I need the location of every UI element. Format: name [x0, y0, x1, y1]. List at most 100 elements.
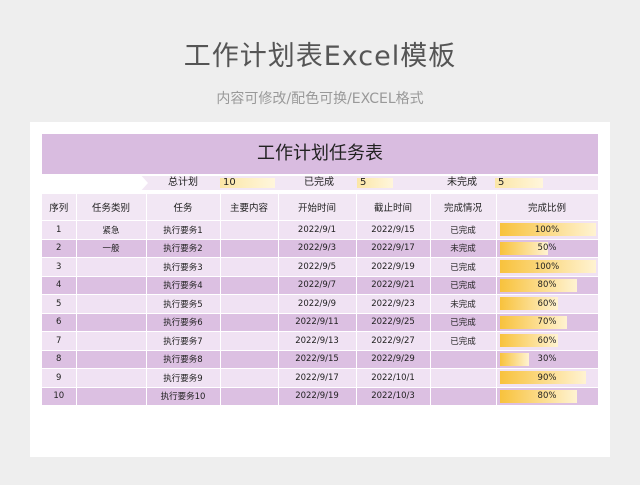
cell-status[interactable]: 已完成 — [430, 220, 497, 240]
cell-percent[interactable]: 60% — [496, 294, 599, 314]
cell-content[interactable] — [220, 313, 279, 332]
cell-status[interactable] — [430, 368, 497, 388]
cell-start[interactable]: 2022/9/7 — [278, 276, 357, 295]
cell-task[interactable]: 执行要务10 — [146, 387, 221, 406]
cell-task[interactable]: 执行要务5 — [146, 294, 221, 314]
cell-task[interactable]: 执行要务1 — [146, 220, 221, 240]
cell-content[interactable] — [220, 220, 279, 240]
cell-status[interactable] — [430, 387, 497, 406]
undone-label: 未完成 — [447, 177, 477, 188]
cell-status[interactable]: 已完成 — [430, 331, 497, 351]
cell-seq[interactable]: 5 — [42, 294, 77, 314]
cell-end[interactable]: 2022/9/27 — [356, 331, 431, 351]
cell-percent[interactable]: 60% — [496, 331, 599, 351]
cell-seq[interactable]: 10 — [42, 387, 77, 406]
cell-status[interactable]: 未完成 — [430, 239, 497, 258]
done-label: 已完成 — [304, 177, 334, 188]
cell-category[interactable]: 一般 — [76, 239, 147, 258]
cell-start[interactable]: 2022/9/15 — [278, 350, 357, 369]
cell-task[interactable]: 执行要务9 — [146, 368, 221, 388]
cell-percent[interactable]: 90% — [496, 368, 599, 388]
col-header-seq[interactable]: 序列 — [42, 194, 77, 221]
cell-seq[interactable]: 6 — [42, 313, 77, 332]
cell-start[interactable]: 2022/9/3 — [278, 239, 357, 258]
cell-start[interactable]: 2022/9/5 — [278, 257, 357, 277]
cell-seq[interactable]: 2 — [42, 239, 77, 258]
cell-percent[interactable]: 70% — [496, 313, 599, 332]
cell-seq[interactable]: 9 — [42, 368, 77, 388]
total-plan-value[interactable]: 10 — [220, 178, 275, 188]
cell-end[interactable]: 2022/9/15 — [356, 220, 431, 240]
cell-content[interactable] — [220, 257, 279, 277]
cell-category[interactable] — [76, 331, 147, 351]
cell-content[interactable] — [220, 350, 279, 369]
cell-start[interactable]: 2022/9/13 — [278, 331, 357, 351]
cell-category[interactable] — [76, 368, 147, 388]
cell-category[interactable] — [76, 387, 147, 406]
percent-text: 70% — [537, 317, 557, 328]
cell-status[interactable]: 未完成 — [430, 294, 497, 314]
cell-content[interactable] — [220, 239, 279, 258]
cell-seq[interactable]: 1 — [42, 220, 77, 240]
cell-end[interactable]: 2022/10/3 — [356, 387, 431, 406]
cell-percent[interactable]: 100% — [496, 220, 599, 240]
cell-status[interactable]: 已完成 — [430, 257, 497, 277]
cell-start[interactable]: 2022/9/11 — [278, 313, 357, 332]
cell-task[interactable]: 执行要务2 — [146, 239, 221, 258]
col-header-percent[interactable]: 完成比例 — [496, 194, 599, 221]
cell-category[interactable] — [76, 350, 147, 369]
cell-start[interactable]: 2022/9/1 — [278, 220, 357, 240]
cell-start[interactable]: 2022/9/9 — [278, 294, 357, 314]
cell-status[interactable]: 已完成 — [430, 276, 497, 295]
cell-seq[interactable]: 4 — [42, 276, 77, 295]
table-title[interactable]: 工作计划任务表 — [42, 134, 598, 174]
cell-end[interactable]: 2022/9/25 — [356, 313, 431, 332]
col-header-task[interactable]: 任务 — [146, 194, 221, 221]
col-header-status[interactable]: 完成情况 — [430, 194, 497, 221]
cell-task[interactable]: 执行要务7 — [146, 331, 221, 351]
cell-content[interactable] — [220, 331, 279, 351]
undone-value[interactable]: 5 — [495, 178, 543, 188]
cell-category[interactable] — [76, 313, 147, 332]
cell-end[interactable]: 2022/9/21 — [356, 276, 431, 295]
col-header-end[interactable]: 截止时间 — [356, 194, 431, 221]
header-row: 序列 任务类别 任务 主要内容 开始时间 截止时间 完成情况 完成比例 — [42, 194, 599, 221]
cell-content[interactable] — [220, 387, 279, 406]
cell-percent[interactable]: 50% — [496, 239, 599, 258]
cell-task[interactable]: 执行要务3 — [146, 257, 221, 277]
cell-percent[interactable]: 100% — [496, 257, 599, 277]
cell-percent[interactable]: 80% — [496, 387, 599, 406]
cell-content[interactable] — [220, 368, 279, 388]
cell-category[interactable] — [76, 257, 147, 277]
cell-content[interactable] — [220, 276, 279, 295]
cell-end[interactable]: 2022/9/29 — [356, 350, 431, 369]
task-table: 序列 任务类别 任务 主要内容 开始时间 截止时间 完成情况 完成比例 1 紧急执… — [42, 194, 599, 406]
cell-seq[interactable]: 3 — [42, 257, 77, 277]
cell-category[interactable]: 紧急 — [76, 220, 147, 240]
cell-start[interactable]: 2022/9/17 — [278, 368, 357, 388]
cell-end[interactable]: 2022/9/17 — [356, 239, 431, 258]
cell-seq[interactable]: 8 — [42, 350, 77, 369]
percent-text: 100% — [534, 224, 560, 235]
cell-category[interactable] — [76, 294, 147, 314]
cell-task[interactable]: 执行要务8 — [146, 350, 221, 369]
cell-task[interactable]: 执行要务4 — [146, 276, 221, 295]
done-value[interactable]: 5 — [357, 178, 393, 188]
cell-content[interactable] — [220, 294, 279, 314]
cell-status[interactable]: 已完成 — [430, 313, 497, 332]
col-header-category[interactable]: 任务类别 — [76, 194, 147, 221]
cell-percent[interactable]: 30% — [496, 350, 599, 369]
col-header-content[interactable]: 主要内容 — [220, 194, 279, 221]
cell-end[interactable]: 2022/9/23 — [356, 294, 431, 314]
cell-status[interactable] — [430, 350, 497, 369]
cell-percent[interactable]: 80% — [496, 276, 599, 295]
percent-text: 50% — [537, 243, 557, 254]
col-header-start[interactable]: 开始时间 — [278, 194, 357, 221]
cell-end[interactable]: 2022/9/19 — [356, 257, 431, 277]
cell-seq[interactable]: 7 — [42, 331, 77, 351]
cell-end[interactable]: 2022/10/1 — [356, 368, 431, 388]
cell-task[interactable]: 执行要务6 — [146, 313, 221, 332]
cell-category[interactable] — [76, 276, 147, 295]
table-row: 5 执行要务5 2022/9/9 2022/9/23 未完成 60% — [42, 294, 599, 314]
cell-start[interactable]: 2022/9/19 — [278, 387, 357, 406]
